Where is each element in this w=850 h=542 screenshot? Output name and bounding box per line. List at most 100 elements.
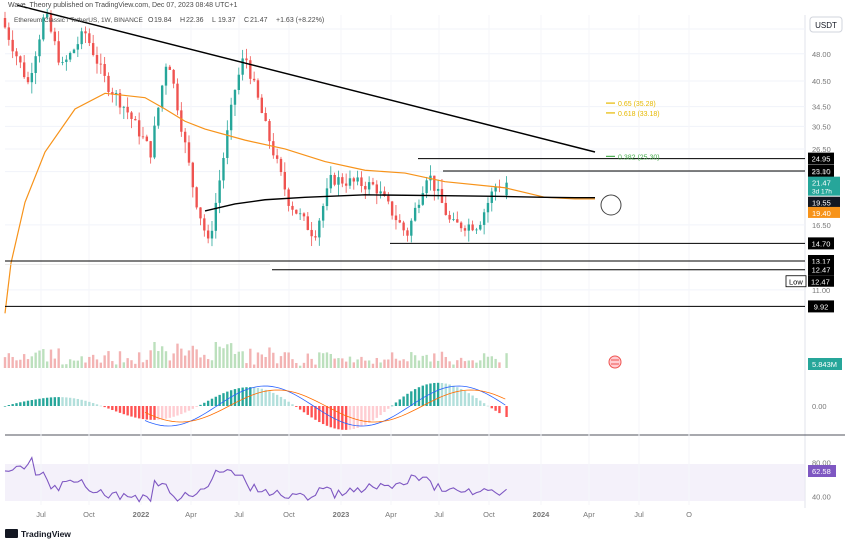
candle-body	[199, 207, 202, 219]
candle-body	[176, 83, 179, 111]
macd-histogram-bar	[84, 400, 87, 406]
macd-histogram-bar	[187, 406, 191, 411]
y-tick-label: 23.00	[812, 168, 831, 177]
macd-histogram-bar	[141, 406, 145, 420]
macd-histogram-bar	[295, 406, 298, 407]
candle-body	[264, 113, 267, 122]
rsi-last-tag: 62.58	[808, 465, 836, 477]
candle-body	[168, 66, 172, 70]
macd-histogram-bar	[387, 406, 390, 409]
candle-body	[141, 136, 145, 138]
volume-bar	[429, 361, 432, 368]
volume-bar	[479, 360, 482, 368]
macd-histogram-bar	[180, 406, 183, 415]
x-tick-label: Oct	[483, 510, 496, 519]
macd-histogram-bar	[298, 406, 302, 410]
published-by: Wave_Theory published on TradingView.com…	[8, 2, 237, 9]
candle-body	[34, 56, 37, 73]
volume-bar	[187, 350, 191, 368]
volume-bar	[436, 360, 440, 368]
candle-body	[42, 17, 45, 40]
macd-histogram-bar	[456, 387, 459, 406]
macd-histogram-bar	[226, 391, 229, 406]
volume-bar	[459, 357, 463, 368]
volume-bar	[306, 353, 309, 368]
candle-body	[183, 131, 187, 143]
macd-histogram-bar	[371, 406, 375, 421]
volume-bar	[360, 356, 363, 368]
volume-bar	[176, 343, 179, 368]
macd-histogram-bar	[53, 397, 57, 406]
volume-bar	[218, 346, 221, 368]
ohlc-key-O: O	[148, 17, 154, 24]
ohlc-value-O: 19.84	[154, 17, 172, 24]
y-tick-label: 26.50	[812, 145, 831, 154]
candle-body	[268, 121, 271, 142]
candle-body	[57, 41, 60, 63]
macd-histogram-bar	[191, 406, 195, 409]
ohlc-value-L: 19.37	[218, 17, 236, 24]
macd-histogram-bar	[314, 406, 317, 420]
ohlc-key-C: C	[244, 17, 249, 24]
volume-bar	[237, 351, 241, 368]
macd-histogram-bar	[310, 406, 313, 418]
overlays	[4, 4, 596, 314]
macd-histogram-bar	[356, 406, 359, 428]
macd-histogram-bar	[164, 406, 168, 419]
candle-body	[206, 230, 210, 239]
volume-bar	[80, 356, 83, 368]
candle-body	[126, 106, 129, 113]
candle-body	[421, 193, 424, 205]
y-tick-label: 34.50	[812, 103, 831, 112]
macd-histogram-bar	[122, 406, 126, 415]
volume-bar	[318, 352, 321, 368]
macd-histogram-bar	[490, 406, 493, 409]
candle-body	[11, 39, 14, 52]
x-tick-label: Apr	[185, 510, 197, 519]
macd-histogram-bar	[275, 394, 279, 406]
macd-histogram-bar	[256, 387, 260, 406]
volume-bar	[172, 353, 175, 368]
level-tag-bg	[808, 164, 834, 177]
volume-bar	[471, 360, 474, 368]
candle-body	[260, 97, 263, 114]
y-tick-label: 16.50	[812, 221, 831, 230]
macd-histogram-bar	[344, 406, 348, 430]
candle-body	[22, 62, 26, 78]
macd-histogram-bar	[287, 401, 290, 406]
candle-body	[383, 191, 386, 196]
volume-bar	[3, 357, 7, 368]
candle-body	[486, 202, 490, 213]
macd-histogram-bar	[252, 387, 256, 406]
macd-histogram-bar	[245, 387, 248, 406]
low-tag-value: 12.47	[811, 278, 830, 287]
level-tag-text: 13.17	[812, 257, 831, 266]
candle-body	[410, 220, 413, 236]
macd-histogram-bar	[479, 400, 482, 406]
currency-button[interactable]: USDT	[809, 16, 843, 33]
volume-bar	[505, 353, 508, 368]
candle-body	[53, 31, 57, 42]
tradingview-logo[interactable]: TradingView	[5, 529, 71, 539]
candle-body	[149, 141, 152, 158]
grid	[5, 15, 805, 505]
macd-histogram-bar	[452, 385, 455, 406]
volume-bar	[15, 360, 18, 368]
price-tag-bg	[808, 196, 840, 208]
volume-bar	[26, 359, 30, 368]
candle-body	[387, 195, 390, 202]
price-tag-value: 21.47	[812, 179, 831, 188]
macd-histogram-bar	[72, 398, 76, 406]
candle-body	[283, 172, 286, 190]
macd-histogram-bar	[34, 399, 37, 406]
macd-histogram-bar	[398, 399, 401, 406]
ohlc-value-chg: +1.63 (+8.22%)	[276, 17, 324, 24]
volume-bar	[452, 364, 455, 368]
candle-body	[436, 188, 440, 191]
volume-bar	[49, 349, 53, 368]
macd-histogram-bar	[249, 387, 252, 406]
svg-text:USDT: USDT	[815, 21, 837, 30]
candle-body	[356, 177, 359, 182]
volume-bar	[352, 362, 355, 368]
macd-histogram-bar	[153, 406, 156, 420]
